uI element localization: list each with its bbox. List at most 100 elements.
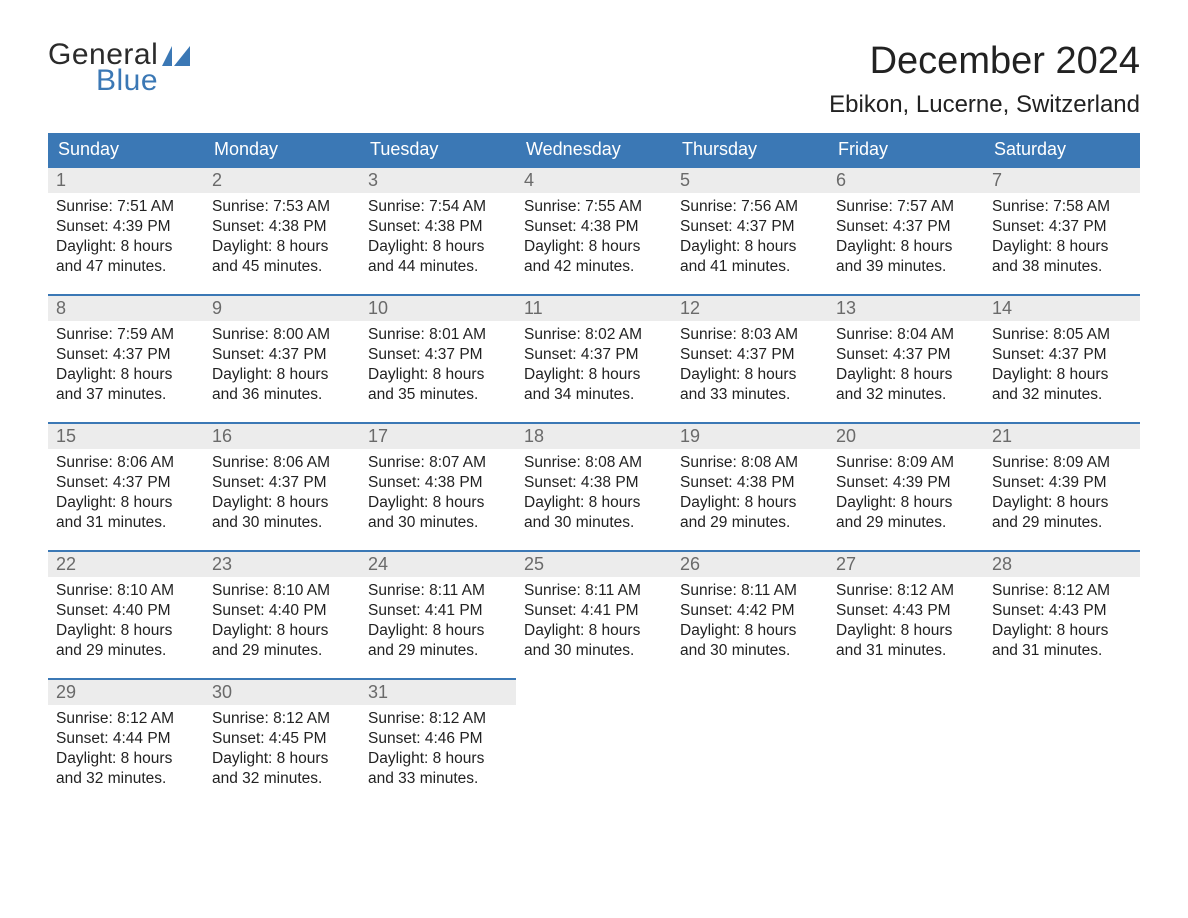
sunset-line: Sunset: 4:44 PM — [56, 729, 196, 749]
hours-word: hours — [129, 366, 172, 383]
sunrise-line: Sunrise: 8:07 AM — [368, 453, 508, 473]
and-word: and — [368, 642, 398, 659]
calendar-week-row: 8Sunrise: 7:59 AMSunset: 4:37 PMDaylight… — [48, 294, 1140, 422]
day-body: Sunrise: 7:55 AMSunset: 4:38 PMDaylight:… — [516, 193, 672, 286]
day-number-row: 18 — [516, 422, 672, 449]
sunrise-line: Sunrise: 7:51 AM — [56, 197, 196, 217]
and-word: and — [368, 770, 398, 787]
daylight-line-2: and 31 minutes. — [836, 641, 976, 661]
daylight-minutes: 29 — [398, 642, 415, 659]
header: General Blue December 2024 Ebikon, Lucer… — [48, 40, 1140, 119]
daylight-line-2: and 29 minutes. — [992, 513, 1132, 533]
daylight-line-2: and 34 minutes. — [524, 385, 664, 405]
daylight-line-1: Daylight: 8 hours — [680, 493, 820, 513]
daylight-minutes: 47 — [86, 258, 103, 275]
day-number-row: 17 — [360, 422, 516, 449]
daylight-minutes: 30 — [398, 514, 415, 531]
day-number-row: 2 — [204, 166, 360, 193]
weekday-header: Thursday — [672, 133, 828, 166]
sunrise-label: Sunrise: — [212, 454, 273, 471]
calendar-day-cell: 13Sunrise: 8:04 AMSunset: 4:37 PMDayligh… — [828, 294, 984, 422]
sunset-value: 4:37 PM — [893, 346, 951, 363]
hours-word: hours — [909, 494, 952, 511]
hours-word: hours — [129, 750, 172, 767]
day-number: 1 — [56, 170, 66, 190]
and-word: and — [56, 258, 86, 275]
daylight-label: Daylight: — [56, 494, 121, 511]
minutes-word: minutes. — [259, 770, 322, 787]
hours-word: hours — [597, 494, 640, 511]
daylight-hours: 8 — [121, 238, 130, 255]
and-word: and — [524, 258, 554, 275]
calendar-day-cell: 22Sunrise: 8:10 AMSunset: 4:40 PMDayligh… — [48, 550, 204, 678]
sunrise-label: Sunrise: — [836, 454, 897, 471]
daylight-line-1: Daylight: 8 hours — [212, 365, 352, 385]
and-word: and — [56, 642, 86, 659]
hours-word: hours — [441, 366, 484, 383]
daylight-line-2: and 30 minutes. — [524, 513, 664, 533]
sunrise-label: Sunrise: — [368, 582, 429, 599]
day-body: Sunrise: 8:03 AMSunset: 4:37 PMDaylight:… — [672, 321, 828, 414]
day-number-row: 10 — [360, 294, 516, 321]
title-block: December 2024 Ebikon, Lucerne, Switzerla… — [829, 40, 1140, 119]
daylight-line-1: Daylight: 8 hours — [368, 621, 508, 641]
daylight-minutes: 29 — [866, 514, 883, 531]
sunset-label: Sunset: — [56, 474, 113, 491]
daylight-minutes: 39 — [866, 258, 883, 275]
sunrise-line: Sunrise: 7:57 AM — [836, 197, 976, 217]
sunrise-label: Sunrise: — [992, 454, 1053, 471]
sunrise-label: Sunrise: — [524, 582, 585, 599]
hours-word: hours — [129, 238, 172, 255]
daylight-line-2: and 47 minutes. — [56, 257, 196, 277]
daylight-label: Daylight: — [680, 494, 745, 511]
minutes-word: minutes. — [571, 258, 634, 275]
and-word: and — [992, 258, 1022, 275]
minutes-word: minutes. — [103, 514, 166, 531]
daylight-hours: 8 — [1057, 238, 1066, 255]
calendar-day-cell — [984, 678, 1140, 806]
sunrise-value: 8:11 AM — [429, 582, 485, 599]
sunset-line: Sunset: 4:39 PM — [992, 473, 1132, 493]
sunrise-value: 7:55 AM — [585, 198, 642, 215]
hours-word: hours — [441, 238, 484, 255]
weekday-header: Saturday — [984, 133, 1140, 166]
daylight-line-2: and 31 minutes. — [56, 513, 196, 533]
daylight-label: Daylight: — [524, 622, 589, 639]
daylight-label: Daylight: — [368, 238, 433, 255]
daylight-line-2: and 32 minutes. — [992, 385, 1132, 405]
daylight-hours: 8 — [277, 494, 286, 511]
logo-blue-text: Blue — [96, 66, 190, 96]
daylight-line-1: Daylight: 8 hours — [212, 621, 352, 641]
and-word: and — [680, 258, 710, 275]
day-body: Sunrise: 8:06 AMSunset: 4:37 PMDaylight:… — [48, 449, 204, 542]
daylight-line-1: Daylight: 8 hours — [524, 237, 664, 257]
sunrise-label: Sunrise: — [680, 454, 741, 471]
sunset-label: Sunset: — [212, 602, 269, 619]
day-number: 7 — [992, 170, 1002, 190]
sunset-line: Sunset: 4:37 PM — [368, 345, 508, 365]
daylight-line-1: Daylight: 8 hours — [368, 237, 508, 257]
daylight-minutes: 32 — [1022, 386, 1039, 403]
minutes-word: minutes. — [571, 386, 634, 403]
daylight-hours: 8 — [589, 366, 598, 383]
weekday-header-row: SundayMondayTuesdayWednesdayThursdayFrid… — [48, 133, 1140, 166]
sunset-value: 4:38 PM — [581, 474, 639, 491]
daylight-minutes: 29 — [242, 642, 259, 659]
daylight-minutes: 30 — [554, 642, 571, 659]
sunset-label: Sunset: — [524, 474, 581, 491]
minutes-word: minutes. — [103, 642, 166, 659]
hours-word: hours — [1065, 494, 1108, 511]
day-number-row: 7 — [984, 166, 1140, 193]
sunset-value: 4:43 PM — [893, 602, 951, 619]
weekday-header: Wednesday — [516, 133, 672, 166]
daylight-hours: 8 — [745, 494, 754, 511]
minutes-word: minutes. — [727, 514, 790, 531]
sunset-line: Sunset: 4:41 PM — [524, 601, 664, 621]
day-number-row: 16 — [204, 422, 360, 449]
sunset-label: Sunset: — [524, 218, 581, 235]
hours-word: hours — [753, 366, 796, 383]
sunrise-line: Sunrise: 8:00 AM — [212, 325, 352, 345]
daylight-line-2: and 30 minutes. — [212, 513, 352, 533]
hours-word: hours — [597, 622, 640, 639]
calendar-day-cell: 16Sunrise: 8:06 AMSunset: 4:37 PMDayligh… — [204, 422, 360, 550]
